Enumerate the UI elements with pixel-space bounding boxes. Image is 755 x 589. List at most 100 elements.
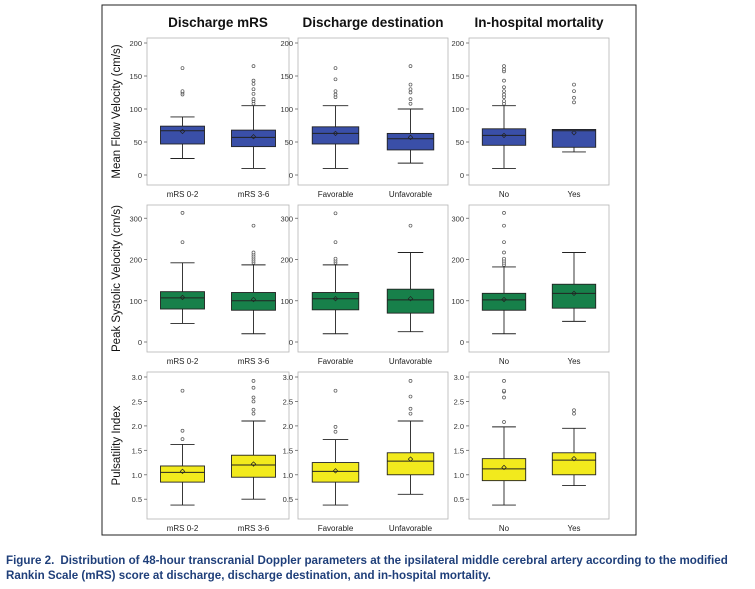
y-tick-label: 1.5 [132,446,142,455]
y-tick-label: 0.5 [283,495,293,504]
column-title-0: Discharge mRS [168,15,268,30]
y-tick-label: 2.5 [283,397,293,406]
outlier-point [180,240,185,245]
category-label: mRS 3-6 [238,357,270,366]
box-0 [160,211,205,324]
outlier-point [502,240,506,245]
mean-marker [250,461,257,467]
box-iqr [386,132,435,151]
y-tick-label: 200 [451,39,464,48]
outlier-point [408,90,413,95]
y-tick-label: 0 [460,338,464,347]
y-tick-label: 0 [138,171,142,180]
outlier-point [502,67,506,72]
category-label: Unfavorable [389,190,433,199]
box-iqr [481,128,527,146]
panel-1-2: 0 100 200 300 No Yes [451,204,610,366]
outlier-point [251,407,256,412]
outlier-point [333,66,338,70]
y-tick-label: 2.5 [132,397,142,406]
category-label: mRS 0-2 [167,357,199,366]
box-0 [311,66,360,169]
y-tick-label: 0 [138,338,142,347]
category-label: No [499,190,510,199]
outlier-point [408,82,413,87]
outlier-point [572,95,576,100]
y-tick-label: 3.0 [283,373,293,382]
y-tick-label: 1.0 [283,471,293,480]
y-tick-label: 3.0 [132,373,142,382]
outlier-point [502,395,506,400]
y-tick-label: 1.5 [454,446,464,455]
row-ylabel-0: Mean Flow Velocity (cm/s) [111,44,123,178]
outlier-point [502,388,506,393]
box-iqr [160,291,205,310]
outlier-point [502,256,506,261]
y-tick-label: 200 [280,256,293,265]
y-tick-label: 100 [129,297,142,306]
y-tick-label: 1.5 [283,446,293,455]
y-tick-label: 150 [129,72,142,81]
outlier-point [572,100,576,105]
box-1 [386,223,435,333]
box-0 [481,379,527,506]
panel-frame [297,37,449,186]
box-1 [386,379,435,495]
outlier-point [408,223,413,228]
outlier-point [502,92,506,97]
outlier-point [251,91,256,96]
figure-caption: Figure 2. Distribution of 48-hour transcr… [6,553,751,583]
panel-frame [146,37,290,186]
mean-marker [179,294,186,301]
box-1 [551,408,597,486]
y-tick-label: 3.0 [454,373,464,382]
y-tick-label: 0 [460,171,464,180]
box-0 [160,388,205,506]
y-tick-label: 2.0 [132,422,142,431]
outlier-point [572,82,576,87]
box-0 [160,66,205,159]
panel-0-2: 0 50 100 150 200 No Yes [451,37,610,199]
outlier-point [408,411,413,416]
outlier-point [180,437,185,441]
box-iqr [386,452,435,476]
y-tick-label: 50 [456,138,464,147]
outlier-point [251,395,256,400]
category-label: Favorable [318,357,354,366]
box-iqr [551,452,597,476]
panel-frame [468,204,610,353]
outlier-point [180,211,185,215]
outlier-point [180,89,185,94]
outlier-point [333,388,338,393]
outlier-point [502,379,506,383]
box-1 [231,379,276,500]
y-tick-label: 100 [280,297,293,306]
y-tick-label: 300 [129,214,142,223]
y-tick-label: 0 [289,171,293,180]
figure-frame [101,4,637,536]
category-label: Unfavorable [389,524,433,533]
outlier-point [333,89,338,94]
mean-marker [501,132,507,139]
box-0 [481,64,527,169]
outlier-point [502,64,506,68]
box-iqr [551,129,597,148]
outlier-point [251,223,256,228]
outlier-point [180,388,185,393]
box-iqr [231,129,276,148]
box-0 [311,388,360,506]
category-label: mRS 0-2 [167,190,199,199]
category-label: Favorable [318,190,354,199]
outlier-point [251,385,256,390]
outlier-point [333,425,338,429]
row-ylabel-2: Pulsatility Index [111,405,123,485]
caption-label: Figure 2. [6,554,55,567]
y-tick-label: 0 [289,338,293,347]
mean-marker [250,134,257,140]
outlier-point [408,406,413,411]
figure-panel-grid: Discharge mRS Discharge destination In-hos… [101,4,637,536]
panel-1-1: 0 100 200 300 Favorable Unfavorable [280,204,449,366]
outlier-point [502,99,506,103]
outlier-point [502,223,506,228]
box-iqr [311,462,360,483]
